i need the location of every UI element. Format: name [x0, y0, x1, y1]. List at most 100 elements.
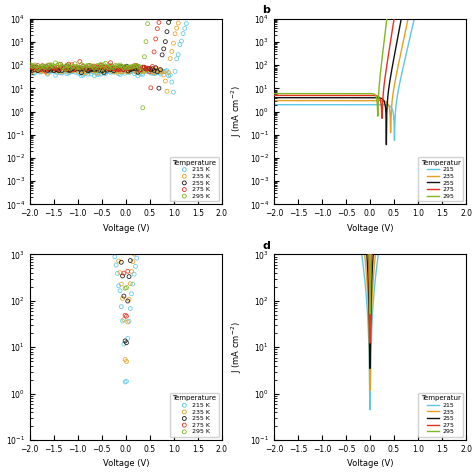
Point	[125, 246, 133, 254]
Point	[78, 64, 85, 72]
Point	[123, 312, 130, 320]
Point	[136, 66, 143, 74]
Point	[110, 67, 118, 74]
Point	[139, 115, 147, 122]
Point	[95, 70, 103, 78]
Point	[126, 68, 134, 75]
Point	[136, 238, 143, 246]
Point	[120, 235, 128, 243]
Point	[75, 42, 82, 49]
Point	[118, 68, 126, 76]
Point	[87, 64, 95, 72]
Point	[134, 68, 142, 75]
Point	[111, 229, 118, 237]
X-axis label: Voltage (V): Voltage (V)	[102, 459, 149, 468]
Point	[170, 88, 177, 96]
Point	[78, 59, 85, 66]
Point	[149, 65, 156, 73]
Point	[142, 65, 150, 73]
Point	[151, 147, 159, 155]
Point	[152, 64, 159, 72]
Point	[74, 64, 82, 71]
Point	[129, 165, 137, 173]
Point	[165, 69, 173, 76]
Point	[40, 66, 48, 74]
Point	[166, 71, 174, 79]
Point	[136, 145, 143, 153]
Point	[166, 15, 174, 23]
Point	[139, 68, 146, 75]
Point	[98, 60, 106, 67]
Point	[97, 71, 105, 78]
Point	[102, 171, 109, 178]
Point	[130, 250, 138, 258]
Point	[91, 131, 98, 138]
Point	[147, 138, 155, 146]
Point	[128, 268, 136, 275]
Point	[133, 63, 140, 71]
Point	[84, 67, 91, 74]
Point	[62, 65, 69, 73]
Point	[113, 65, 121, 73]
Point	[84, 60, 91, 68]
Point	[71, 66, 79, 73]
Point	[70, 13, 77, 21]
Point	[113, 65, 121, 73]
Point	[128, 64, 135, 72]
Point	[68, 64, 75, 71]
Point	[58, 68, 66, 75]
Point	[125, 215, 133, 222]
Point	[163, 67, 171, 74]
Point	[42, 63, 50, 71]
Point	[94, 152, 102, 160]
Point	[95, 64, 103, 71]
Point	[119, 215, 127, 222]
Point	[116, 179, 124, 186]
Point	[97, 49, 104, 56]
Point	[115, 62, 122, 70]
Point	[78, 72, 85, 80]
Point	[58, 64, 66, 71]
Point	[66, 68, 74, 76]
Point	[116, 63, 124, 71]
Point	[160, 10, 168, 18]
Point	[139, 158, 147, 165]
Point	[150, 83, 157, 91]
Point	[48, 62, 56, 69]
Point	[102, 22, 109, 29]
Point	[163, 28, 171, 36]
Point	[56, 61, 64, 68]
Point	[46, 68, 53, 76]
Point	[125, 67, 132, 75]
Point	[62, 65, 69, 73]
Point	[182, 20, 190, 27]
Point	[115, 257, 122, 265]
Point	[125, 273, 133, 281]
Point	[168, 5, 175, 13]
Point	[29, 62, 37, 70]
Point	[127, 226, 134, 234]
Point	[125, 68, 132, 76]
Point	[110, 157, 118, 165]
Point	[54, 64, 61, 71]
Point	[105, 64, 113, 72]
Point	[147, 102, 155, 109]
Point	[46, 65, 53, 73]
Point	[102, 65, 109, 73]
Point	[63, 62, 71, 69]
Point	[123, 67, 130, 75]
Point	[79, 27, 86, 35]
Point	[109, 145, 116, 152]
Point	[107, 59, 114, 66]
Point	[152, 70, 159, 77]
Point	[47, 61, 55, 69]
Point	[155, 18, 163, 26]
Point	[116, 269, 124, 276]
Point	[68, 65, 75, 73]
Point	[172, 27, 179, 34]
Point	[155, 68, 163, 76]
Point	[124, 335, 131, 342]
Point	[123, 358, 130, 365]
Point	[133, 121, 141, 128]
Point	[70, 63, 77, 70]
